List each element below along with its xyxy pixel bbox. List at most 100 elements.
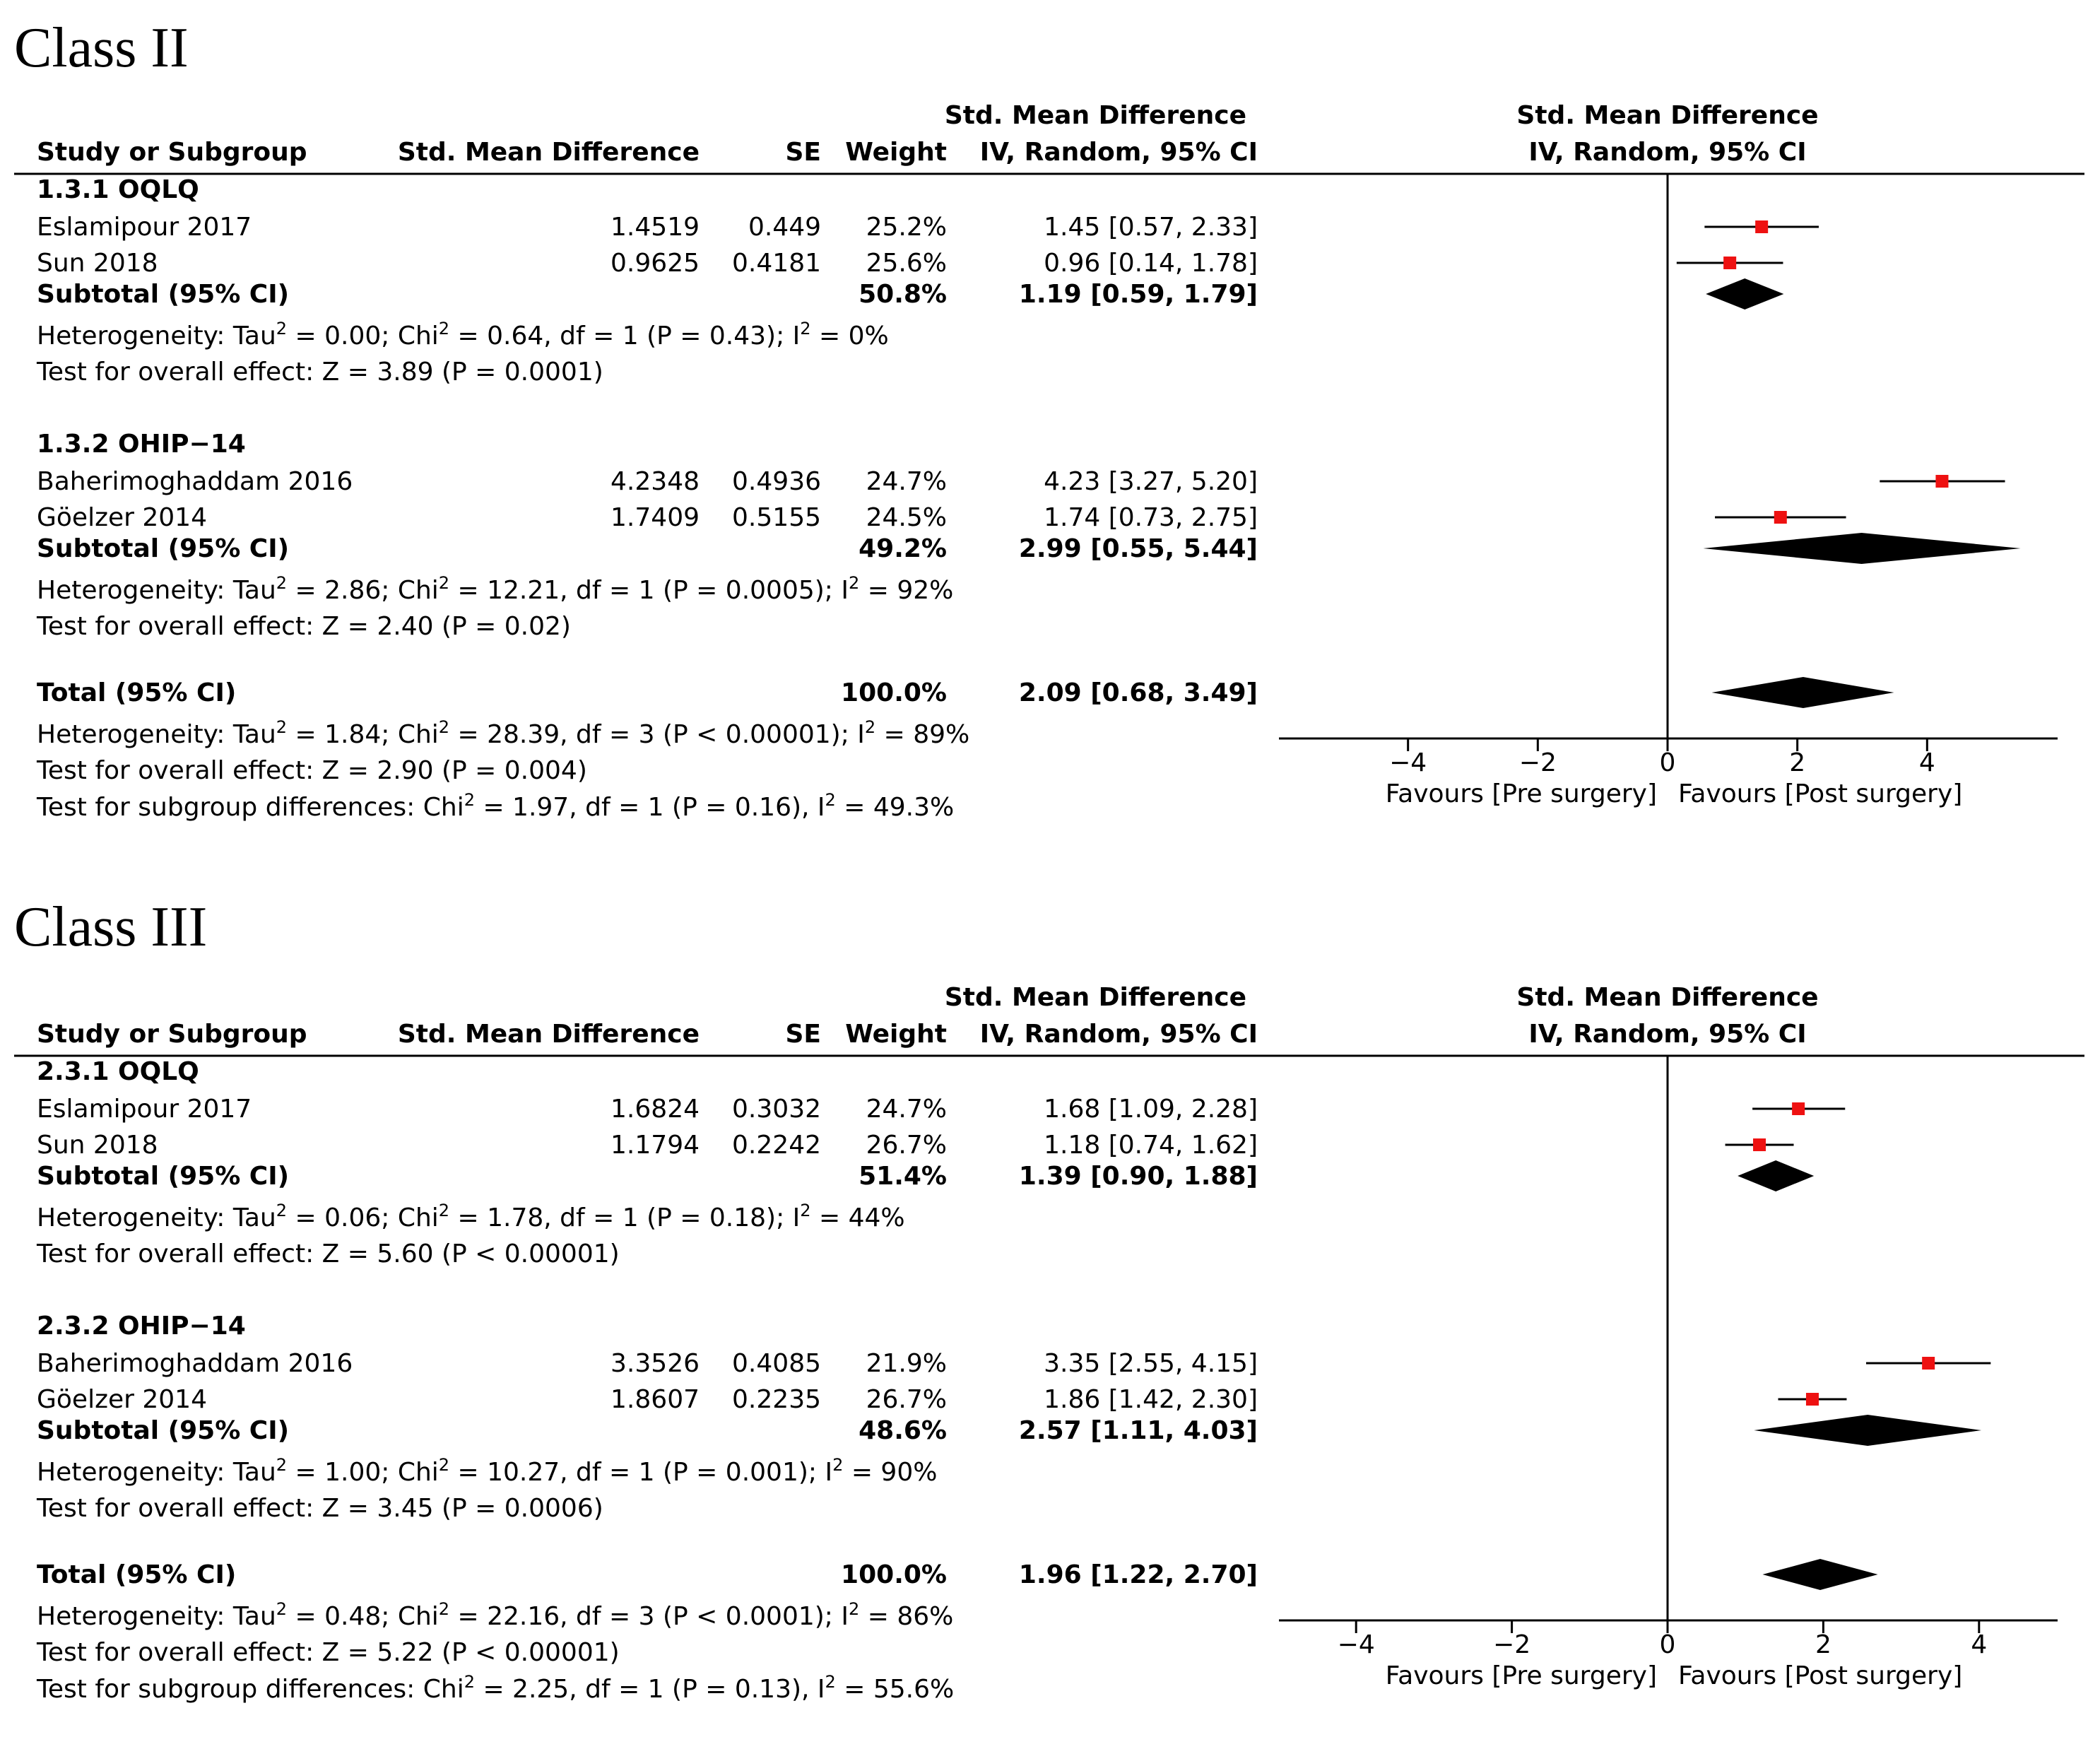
study-weight: 26.7%	[866, 1131, 947, 1160]
x-tick-label: −2	[1519, 748, 1557, 777]
x-tick-label: −2	[1493, 1630, 1530, 1659]
total-diamond	[1762, 1559, 1878, 1590]
header-plot-line1: Std. Mean Difference	[1516, 983, 1818, 1012]
study-weight: 24.7%	[866, 467, 947, 496]
forest-plot-class-iii: Std. Mean Difference Study or Subgroup Std…	[0, 974, 2100, 1737]
x-tick-label: 2	[1815, 1630, 1831, 1659]
subtotal-diamond	[1706, 278, 1784, 310]
study-se: 0.3032	[732, 1095, 821, 1124]
total-diamond	[1711, 677, 1894, 708]
study-ci: 4.23 [3.27, 5.20]	[1044, 467, 1258, 496]
header-se: SE	[785, 1020, 821, 1049]
study-name: Göelzer 2014	[37, 503, 207, 532]
point-estimate	[1935, 475, 1949, 488]
subgroup-name: 1.3.1 OQLQ	[37, 175, 199, 204]
x-tick-label: 2	[1789, 748, 1805, 777]
header-ci-line2: IV, Random, 95% CI	[980, 138, 1258, 167]
x-tick-label: 0	[1660, 748, 1676, 777]
total-overall-effect: Test for overall effect: Z = 2.90 (P = 0…	[36, 756, 587, 785]
favours-right-label: Favours [Post surgery]	[1678, 1661, 1962, 1690]
study-se: 0.4936	[732, 467, 821, 496]
subgroup-differences: Test for subgroup differences: Chi2 = 1.…	[36, 790, 954, 822]
study-se: 0.2242	[732, 1131, 821, 1160]
header-smd: Std. Mean Difference	[398, 138, 700, 167]
header-plot-line1: Std. Mean Difference	[1516, 101, 1818, 130]
total-heterogeneity: Heterogeneity: Tau2 = 0.48; Chi2 = 22.16…	[37, 1599, 953, 1631]
point-estimate	[1922, 1357, 1935, 1370]
forest-plot-svg: Std. Mean Difference Study or Subgroup Std…	[14, 983, 2084, 1704]
x-tick-label: 4	[1919, 748, 1935, 777]
subtotal-diamond	[1703, 533, 2021, 564]
subtotal-ci: 1.39 [0.90, 1.88]	[1019, 1162, 1258, 1191]
x-tick-label: 0	[1660, 1630, 1676, 1659]
study-name: Sun 2018	[37, 1131, 158, 1160]
total-weight: 100.0%	[841, 678, 947, 707]
study-smd: 1.6824	[610, 1095, 700, 1124]
heterogeneity: Heterogeneity: Tau2 = 0.06; Chi2 = 1.78,…	[37, 1201, 905, 1232]
favours-right-label: Favours [Post surgery]	[1678, 779, 1962, 808]
subtotal-ci: 1.19 [0.59, 1.79]	[1019, 280, 1258, 309]
subtotal-diamond	[1754, 1415, 1982, 1446]
subgroup-differences: Test for subgroup differences: Chi2 = 2.…	[36, 1672, 954, 1704]
header-weight: Weight	[845, 138, 947, 167]
total-label: Total (95% CI)	[37, 678, 236, 707]
subtotal-weight: 48.6%	[859, 1416, 947, 1445]
study-smd: 4.2348	[610, 467, 700, 496]
total-heterogeneity: Heterogeneity: Tau2 = 1.84; Chi2 = 28.39…	[37, 717, 969, 749]
header-study: Study or Subgroup	[37, 1020, 307, 1049]
subtotal-label: Subtotal (95% CI)	[37, 1162, 289, 1191]
header-plot-line2: IV, Random, 95% CI	[1528, 1020, 1806, 1049]
study-se: 0.4085	[732, 1349, 821, 1378]
header-plot-line2: IV, Random, 95% CI	[1528, 138, 1806, 167]
subtotal-diamond	[1738, 1160, 1815, 1191]
panel-title-class-ii: Class II	[14, 17, 189, 79]
subgroup-name: 1.3.2 OHIP−14	[37, 430, 246, 459]
panel-title-class-iii: Class III	[14, 896, 208, 958]
overall-effect: Test for overall effect: Z = 3.45 (P = 0…	[36, 1494, 603, 1523]
header-ci-line1: Std. Mean Difference	[945, 983, 1246, 1012]
study-smd: 3.3526	[610, 1349, 700, 1378]
point-estimate	[1774, 511, 1787, 524]
subtotal-weight: 49.2%	[859, 534, 947, 563]
study-weight: 24.7%	[866, 1095, 947, 1124]
subgroup-name: 2.3.2 OHIP−14	[37, 1312, 246, 1341]
study-ci: 1.45 [0.57, 2.33]	[1044, 213, 1258, 242]
point-estimate	[1805, 1393, 1819, 1406]
subtotal-label: Subtotal (95% CI)	[37, 534, 289, 563]
header-weight: Weight	[845, 1020, 947, 1049]
study-weight: 24.5%	[866, 503, 947, 532]
total-overall-effect: Test for overall effect: Z = 5.22 (P < 0…	[36, 1638, 620, 1667]
study-smd: 0.9625	[610, 249, 700, 278]
x-tick-label: −4	[1338, 1630, 1375, 1659]
x-tick-label: 4	[1971, 1630, 1987, 1659]
overall-effect: Test for overall effect: Z = 2.40 (P = 0…	[36, 612, 571, 641]
favours-left-label: Favours [Pre surgery]	[1386, 1661, 1657, 1690]
study-ci: 1.86 [1.42, 2.30]	[1044, 1385, 1258, 1414]
point-estimate	[1723, 257, 1737, 269]
study-ci: 3.35 [2.55, 4.15]	[1044, 1349, 1258, 1378]
forest-plot-svg: Std. Mean Difference Study or Subgroup Std…	[14, 101, 2084, 822]
subtotal-ci: 2.57 [1.11, 4.03]	[1019, 1416, 1258, 1445]
study-ci: 1.18 [0.74, 1.62]	[1044, 1131, 1258, 1160]
subtotal-label: Subtotal (95% CI)	[37, 280, 289, 309]
study-smd: 1.7409	[610, 503, 700, 532]
subtotal-weight: 51.4%	[859, 1162, 947, 1191]
heterogeneity: Heterogeneity: Tau2 = 0.00; Chi2 = 0.64,…	[37, 319, 889, 351]
total-ci: 2.09 [0.68, 3.49]	[1019, 678, 1258, 707]
subtotal-ci: 2.99 [0.55, 5.44]	[1019, 534, 1258, 563]
study-ci: 1.68 [1.09, 2.28]	[1044, 1095, 1258, 1124]
point-estimate	[1755, 220, 1769, 233]
study-name: Eslamipour 2017	[37, 1095, 252, 1124]
header-ci-line2: IV, Random, 95% CI	[980, 1020, 1258, 1049]
favours-left-label: Favours [Pre surgery]	[1386, 779, 1657, 808]
subgroup-name: 2.3.1 OQLQ	[37, 1057, 199, 1086]
overall-effect: Test for overall effect: Z = 5.60 (P < 0…	[36, 1240, 620, 1268]
study-weight: 25.2%	[866, 213, 947, 242]
subtotal-weight: 50.8%	[859, 280, 947, 309]
total-label: Total (95% CI)	[37, 1560, 236, 1589]
study-smd: 1.1794	[610, 1131, 700, 1160]
study-name: Baherimoghaddam 2016	[37, 467, 353, 496]
study-smd: 1.4519	[610, 213, 700, 242]
overall-effect: Test for overall effect: Z = 3.89 (P = 0…	[36, 358, 603, 387]
study-name: Göelzer 2014	[37, 1385, 207, 1414]
